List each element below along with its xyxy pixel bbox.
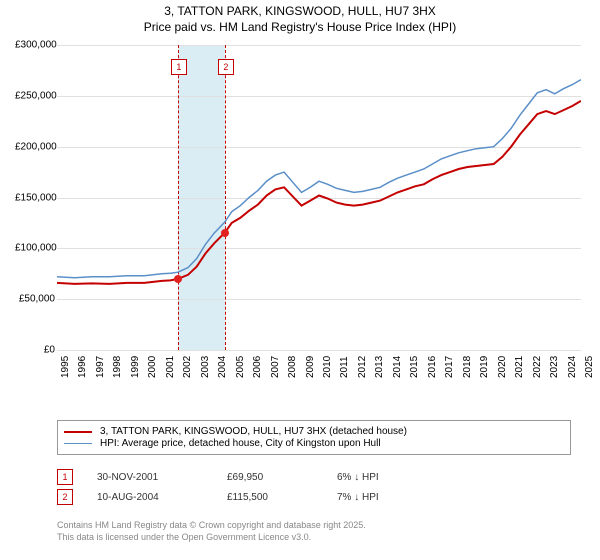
transaction-date: 10-AUG-2004 bbox=[97, 492, 227, 503]
transaction-delta: 6% ↓ HPI bbox=[337, 472, 457, 483]
x-tick-label: 1996 bbox=[77, 356, 88, 378]
y-tick-label: £250,000 bbox=[15, 90, 55, 101]
legend-label: HPI: Average price, detached house, City… bbox=[100, 438, 381, 449]
title-line-1: 3, TATTON PARK, KINGSWOOD, HULL, HU7 3HX bbox=[0, 4, 600, 20]
plot: 12 bbox=[57, 45, 581, 350]
vertical-marker-label: 1 bbox=[171, 59, 187, 75]
x-tick-label: 2021 bbox=[514, 356, 525, 378]
transaction-marker: 2 bbox=[57, 489, 73, 505]
y-tick-label: £150,000 bbox=[15, 192, 55, 203]
legend-row: HPI: Average price, detached house, City… bbox=[64, 438, 564, 449]
x-tick-label: 2012 bbox=[357, 356, 368, 378]
x-tick-label: 2019 bbox=[479, 356, 490, 378]
x-tick-label: 2003 bbox=[200, 356, 211, 378]
x-tick-label: 2008 bbox=[287, 356, 298, 378]
point-marker bbox=[221, 229, 229, 237]
series-line bbox=[57, 80, 581, 278]
x-tick-label: 2009 bbox=[305, 356, 316, 378]
x-tick-label: 2025 bbox=[584, 356, 595, 378]
transaction-marker: 1 bbox=[57, 469, 73, 485]
y-tick-label: £100,000 bbox=[15, 243, 55, 254]
x-tick-label: 2017 bbox=[444, 356, 455, 378]
footer: Contains HM Land Registry data © Crown c… bbox=[57, 520, 567, 543]
transaction-date: 30-NOV-2001 bbox=[97, 472, 227, 483]
legend-swatch bbox=[64, 443, 92, 444]
y-tick-label: £200,000 bbox=[15, 141, 55, 152]
transactions-table: 1 30-NOV-2001£69,9506% ↓ HPI 2 10-AUG-2004£… bbox=[57, 465, 567, 509]
transaction-row: 2 10-AUG-2004£115,5007% ↓ HPI bbox=[57, 489, 567, 505]
series-svg bbox=[57, 45, 581, 350]
x-tick-label: 1999 bbox=[130, 356, 141, 378]
title-block: 3, TATTON PARK, KINGSWOOD, HULL, HU7 3HX… bbox=[0, 0, 600, 35]
legend-row: 3, TATTON PARK, KINGSWOOD, HULL, HU7 3HX… bbox=[64, 426, 564, 437]
x-tick-label: 1998 bbox=[112, 356, 123, 378]
x-tick-label: 1995 bbox=[60, 356, 71, 378]
chart-area: 12 £0£50,000£100,000£150,000£200,000£250… bbox=[15, 45, 585, 385]
title-line-2: Price paid vs. HM Land Registry's House … bbox=[0, 20, 600, 36]
x-tick-label: 2015 bbox=[409, 356, 420, 378]
series-line bbox=[57, 101, 581, 284]
x-tick-label: 2022 bbox=[532, 356, 543, 378]
legend-box: 3, TATTON PARK, KINGSWOOD, HULL, HU7 3HX… bbox=[57, 420, 571, 455]
footer-line-2: This data is licensed under the Open Gov… bbox=[57, 532, 567, 544]
transaction-price: £69,950 bbox=[227, 472, 337, 483]
x-tick-label: 2023 bbox=[549, 356, 560, 378]
x-tick-label: 2002 bbox=[182, 356, 193, 378]
x-tick-label: 2007 bbox=[270, 356, 281, 378]
x-tick-label: 2016 bbox=[427, 356, 438, 378]
x-tick-label: 2006 bbox=[252, 356, 263, 378]
gridline bbox=[57, 350, 581, 351]
x-tick-label: 2011 bbox=[339, 356, 350, 378]
x-tick-label: 2020 bbox=[497, 356, 508, 378]
x-tick-label: 2004 bbox=[217, 356, 228, 378]
y-tick-label: £300,000 bbox=[15, 40, 55, 51]
legend-swatch bbox=[64, 431, 92, 433]
point-marker bbox=[174, 275, 182, 283]
transaction-price: £115,500 bbox=[227, 492, 337, 503]
x-tick-label: 2014 bbox=[392, 356, 403, 378]
x-tick-label: 2000 bbox=[147, 356, 158, 378]
transaction-row: 1 30-NOV-2001£69,9506% ↓ HPI bbox=[57, 469, 567, 485]
x-tick-label: 2024 bbox=[567, 356, 578, 378]
y-tick-label: £50,000 bbox=[15, 294, 55, 305]
x-tick-label: 2005 bbox=[235, 356, 246, 378]
x-tick-label: 2001 bbox=[165, 356, 176, 378]
vertical-marker-label: 2 bbox=[218, 59, 234, 75]
transaction-delta: 7% ↓ HPI bbox=[337, 492, 457, 503]
x-tick-label: 1997 bbox=[95, 356, 106, 378]
x-tick-label: 2013 bbox=[374, 356, 385, 378]
y-tick-label: £0 bbox=[15, 345, 55, 356]
x-tick-label: 2018 bbox=[462, 356, 473, 378]
chart-container: 3, TATTON PARK, KINGSWOOD, HULL, HU7 3HX… bbox=[0, 0, 600, 560]
footer-line-1: Contains HM Land Registry data © Crown c… bbox=[57, 520, 567, 532]
legend-label: 3, TATTON PARK, KINGSWOOD, HULL, HU7 3HX… bbox=[100, 426, 407, 437]
x-tick-label: 2010 bbox=[322, 356, 333, 378]
